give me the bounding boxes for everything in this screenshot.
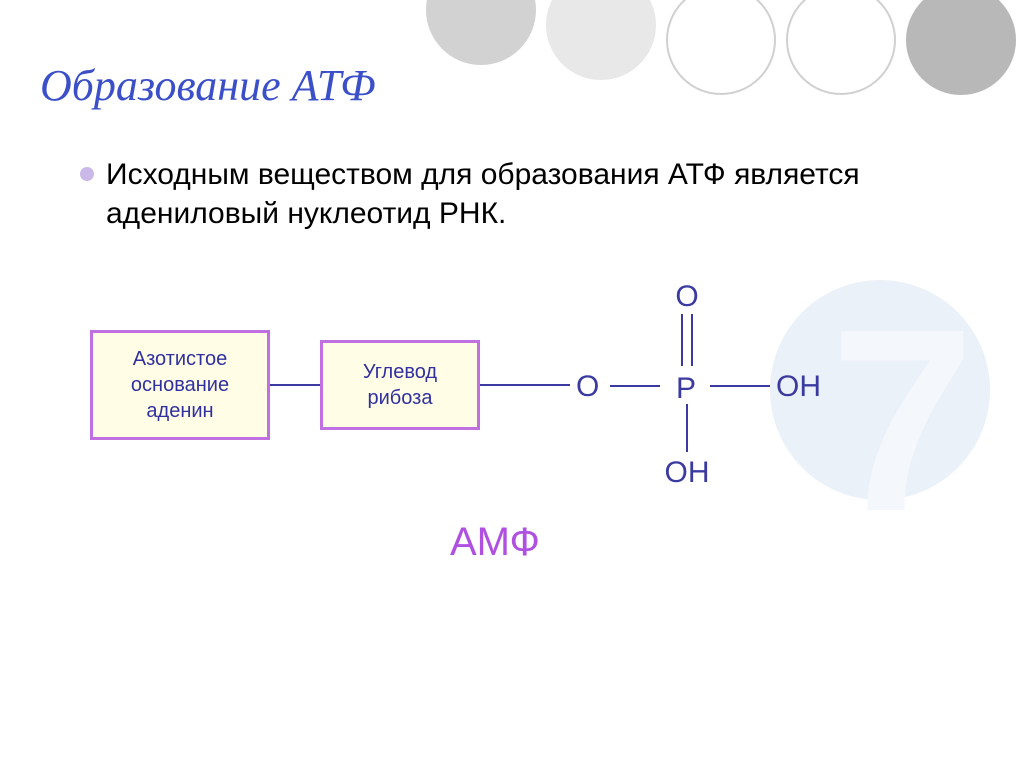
- node-line: рибоза: [368, 385, 433, 411]
- slide-title: Образование АТФ: [40, 60, 376, 111]
- header-circle-5: [906, 0, 1016, 95]
- node-nitrogen-base: Азотистое основание аденин: [90, 330, 270, 440]
- label-o-top: O: [675, 280, 698, 313]
- label-p: P: [676, 372, 696, 405]
- bullet-block: Исходным веществом для образования АТФ я…: [80, 155, 964, 233]
- header-circle-2: [546, 0, 656, 80]
- label-oh-right: OH: [776, 370, 821, 403]
- bullet-dot-icon: [80, 167, 94, 181]
- node-carbohydrate: Углевод рибоза: [320, 340, 480, 430]
- connector-1: [270, 384, 320, 386]
- label-o-left: O: [576, 370, 599, 403]
- nodes-row: Азотистое основание аденин Углевод рибоз…: [40, 300, 984, 500]
- bullet-text: Исходным веществом для образования АТФ я…: [106, 155, 964, 233]
- node-line: основание: [131, 372, 229, 398]
- node-line: Азотистое: [133, 346, 227, 372]
- header-circle-1: [426, 0, 536, 65]
- phosphate-group: O P O OH OH: [570, 270, 890, 510]
- label-oh-bottom: OH: [665, 456, 710, 489]
- node-line: Углевод: [363, 359, 437, 385]
- header-circle-4: [786, 0, 896, 95]
- header-circles: [426, 10, 1024, 95]
- header-circle-3: [666, 0, 776, 95]
- connector-2: [480, 384, 570, 386]
- amf-label: АМФ: [450, 520, 540, 565]
- node-line: аденин: [146, 398, 213, 424]
